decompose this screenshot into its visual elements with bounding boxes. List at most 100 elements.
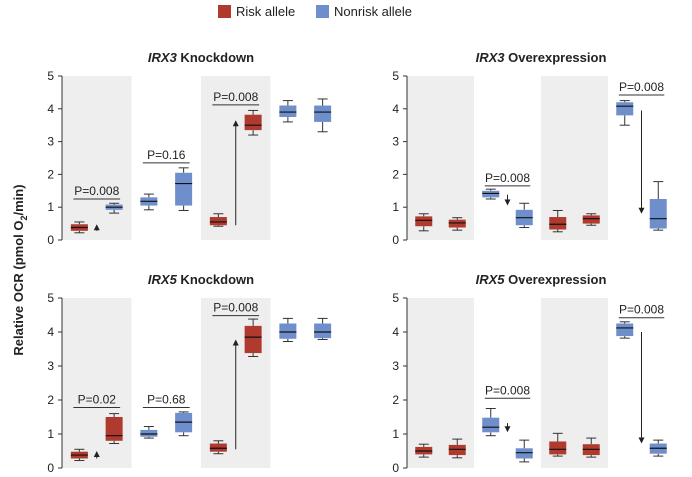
box-risk — [549, 432, 567, 457]
y-tick-label: 4 — [392, 102, 399, 116]
box-risk — [244, 109, 262, 136]
box-iqr — [209, 217, 227, 226]
box-iqr — [279, 323, 297, 339]
box-risk — [105, 413, 123, 445]
background-band — [407, 76, 474, 240]
panel-title: IRX3 Knockdown — [148, 50, 254, 65]
box-nonrisk — [175, 411, 193, 437]
box-nonrisk — [649, 181, 667, 231]
box-iqr — [209, 443, 227, 452]
box-risk — [244, 318, 262, 357]
y-tick-label: 1 — [47, 200, 54, 214]
panel-title-gene: IRX3 — [476, 50, 506, 65]
box-nonrisk — [140, 426, 158, 439]
box-iqr — [244, 325, 262, 354]
p-value-label: P=0.68 — [147, 392, 186, 406]
box-risk — [448, 217, 466, 231]
effect-arrow-head — [93, 451, 100, 457]
box-nonrisk — [314, 98, 332, 133]
background-band — [407, 298, 474, 468]
effect-arrow-head — [232, 339, 239, 346]
effect-arrow-head — [93, 224, 100, 231]
background-band — [62, 76, 132, 240]
box-risk — [415, 443, 433, 458]
box-iqr — [482, 417, 500, 433]
box-nonrisk — [140, 193, 158, 211]
legend-label-risk: Risk allele — [236, 4, 296, 19]
box-iqr — [448, 219, 466, 228]
y-tick-label: 1 — [392, 427, 399, 441]
box-nonrisk — [105, 202, 123, 214]
box-iqr — [616, 323, 634, 337]
y-tick-label: 4 — [392, 325, 399, 339]
box-iqr — [314, 105, 332, 122]
effect-arrow-head — [504, 199, 511, 206]
box-nonrisk — [314, 317, 332, 340]
p-value-label: P=0.008 — [213, 90, 258, 104]
y-tick-label: 5 — [392, 69, 399, 83]
p-value-label: P=0.008 — [485, 383, 530, 397]
box-nonrisk — [175, 167, 193, 211]
box-nonrisk — [649, 439, 667, 457]
y-tick-label: 4 — [47, 102, 54, 116]
box-iqr — [582, 215, 600, 224]
panel-title-gene: IRX3 — [148, 50, 178, 65]
y-tick-label: 0 — [392, 461, 399, 475]
y-tick-label: 3 — [392, 359, 399, 373]
effect-arrow-head — [504, 426, 511, 433]
y-tick-label: 5 — [392, 291, 399, 305]
effect-arrow-head — [232, 120, 239, 127]
y-tick-label: 2 — [392, 167, 399, 181]
panel-title-gene: IRX5 — [148, 272, 178, 287]
box-iqr — [279, 105, 297, 117]
p-value-label: P=0.02 — [78, 392, 117, 406]
legend-label-nonrisk: Nonrisk allele — [334, 4, 413, 19]
box-iqr — [616, 102, 634, 116]
box-nonrisk — [616, 100, 634, 126]
p-value-label: P=0.008 — [619, 80, 664, 94]
panel-title-gene: IRX5 — [476, 272, 506, 287]
legend: Risk allele Nonrisk allele — [0, 4, 692, 24]
panel-title: IRX5 Knockdown — [148, 272, 254, 287]
y-tick-label: 5 — [47, 69, 54, 83]
y-tick-label: 3 — [392, 135, 399, 149]
box-risk — [70, 448, 88, 462]
box-nonrisk — [279, 317, 297, 343]
box-risk — [415, 213, 433, 232]
box-iqr — [314, 323, 332, 339]
effect-arrow-head — [638, 207, 645, 214]
p-value-label: P=0.008 — [619, 303, 664, 317]
legend-swatch-nonrisk — [316, 5, 329, 18]
y-tick-label: 0 — [47, 233, 54, 247]
box-iqr — [140, 429, 158, 437]
p-value-label: P=0.16 — [147, 148, 186, 162]
box-risk — [448, 438, 466, 459]
y-tick-label: 3 — [47, 135, 54, 149]
y-tick-label: 0 — [392, 233, 399, 247]
y-tick-label: 2 — [47, 167, 54, 181]
panel-title: IRX5 Overexpression — [476, 272, 607, 287]
box-nonrisk — [515, 202, 533, 229]
panel-title-condition: Knockdown — [177, 272, 254, 287]
legend-swatch-risk — [218, 5, 231, 18]
box-nonrisk — [279, 100, 297, 123]
panel-title: IRX3 Overexpression — [476, 50, 607, 65]
box-nonrisk — [515, 439, 533, 463]
p-value-label: P=0.008 — [213, 301, 258, 315]
box-iqr — [244, 114, 262, 131]
panel-title-condition: Knockdown — [177, 50, 254, 65]
y-tick-label: 4 — [47, 325, 54, 339]
background-band — [541, 76, 608, 240]
panel-1: 0 1 2 3 4 5 IRX3 Knockdown P=0.008 P=0.16 P=0.008 — [47, 50, 332, 247]
y-tick-label: 0 — [47, 461, 54, 475]
background-band — [62, 298, 132, 468]
y-tick-label: 5 — [47, 291, 54, 305]
box-risk — [209, 440, 227, 455]
y-tick-label: 1 — [392, 200, 399, 214]
y-tick-label: 3 — [47, 359, 54, 373]
p-value-label: P=0.008 — [74, 184, 119, 198]
box-risk — [582, 213, 600, 226]
box-iqr — [549, 217, 567, 230]
effect-arrow-head — [638, 437, 645, 444]
